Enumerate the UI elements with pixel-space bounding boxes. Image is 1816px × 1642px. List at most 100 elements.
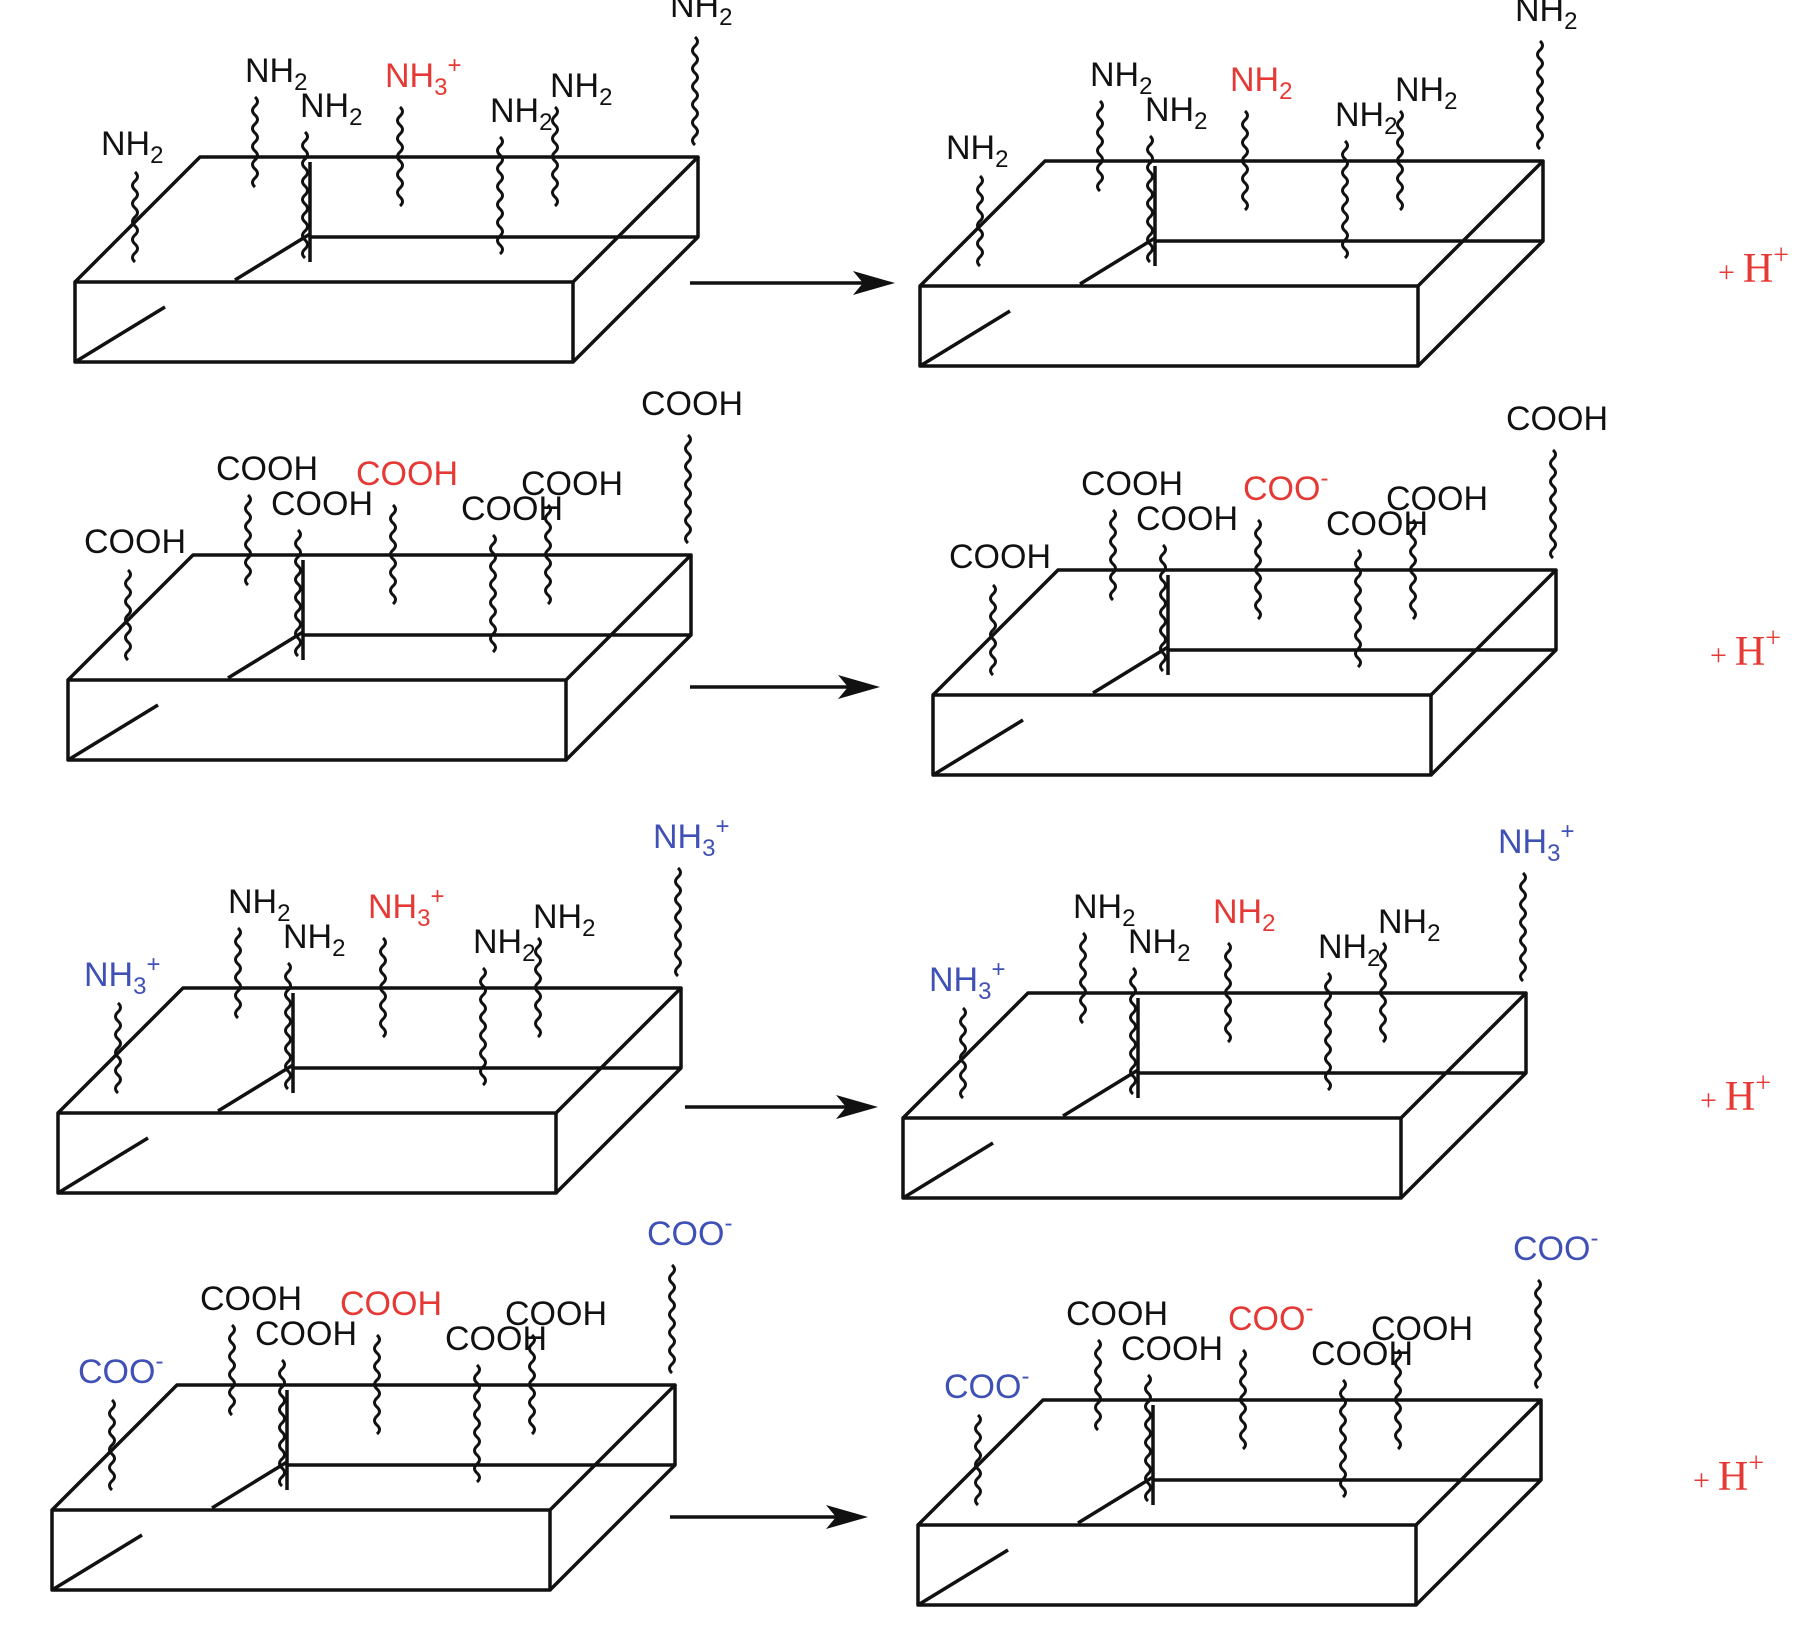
slab-top-face bbox=[56, 986, 683, 1115]
functional-group-label: COO- bbox=[1228, 1295, 1313, 1338]
linker-chain bbox=[1549, 448, 1557, 560]
slab-inner-edges bbox=[217, 993, 295, 1113]
functional-group-label: NH2 bbox=[490, 92, 552, 136]
functional-group-label: NH2 bbox=[1213, 893, 1275, 937]
functional-group-label: NH3+ bbox=[1498, 818, 1574, 867]
functional-group-label: COOH bbox=[505, 1295, 607, 1333]
linker-chain bbox=[1354, 548, 1362, 669]
linker-chain bbox=[668, 1263, 676, 1375]
functional-group-label: COOH bbox=[216, 450, 318, 488]
reaction-arrow bbox=[690, 675, 880, 699]
reaction-arrow bbox=[670, 1505, 868, 1529]
linker-chain bbox=[301, 130, 309, 260]
functional-group-label: COOH bbox=[340, 1285, 442, 1323]
slab-hidden-edges bbox=[917, 1478, 1541, 1607]
reaction-arrow bbox=[685, 1095, 878, 1119]
functional-group-label: COOH bbox=[200, 1280, 302, 1318]
linker-chain bbox=[278, 1358, 286, 1488]
reaction-arrow bbox=[690, 271, 895, 295]
linker-chain bbox=[976, 174, 984, 268]
functional-group-label: NH2 bbox=[1145, 91, 1207, 135]
slab-front-face bbox=[66, 678, 568, 762]
functional-group-label: NH2 bbox=[245, 52, 307, 96]
slab-top-face bbox=[901, 991, 1528, 1120]
linker-chain bbox=[108, 1398, 116, 1492]
functional-group-label: COOH bbox=[1121, 1330, 1223, 1368]
slab-front-face bbox=[931, 693, 1433, 777]
functional-group-label: COOH bbox=[1081, 465, 1183, 503]
functional-group-label: COOH bbox=[1066, 1295, 1168, 1333]
functional-group-label: COOH bbox=[356, 455, 458, 493]
functional-group-label: NH2 bbox=[1318, 928, 1380, 972]
linker-chain bbox=[1239, 1348, 1247, 1451]
functional-group-label: COO- bbox=[1513, 1225, 1598, 1268]
linker-chain bbox=[473, 1363, 481, 1484]
linker-chain bbox=[1534, 1278, 1542, 1390]
functional-group-label: NH2 bbox=[300, 87, 362, 131]
functional-group-label: NH2 bbox=[670, 0, 732, 31]
slab-top-face bbox=[916, 1398, 1543, 1527]
slab-inner-edges bbox=[1077, 1405, 1155, 1525]
linker-chain bbox=[1536, 39, 1544, 151]
linker-chain bbox=[251, 95, 259, 189]
functional-group-label: NH3+ bbox=[84, 951, 160, 1000]
linker-chain bbox=[1254, 518, 1262, 621]
linker-chain bbox=[989, 583, 997, 677]
slab-top-face bbox=[66, 553, 693, 682]
functional-group-label: COOH bbox=[521, 465, 623, 503]
functional-group-label: COOH bbox=[641, 385, 743, 423]
functional-group-label: COO- bbox=[1243, 465, 1328, 508]
linker-chain bbox=[674, 866, 682, 978]
slab-top-face bbox=[931, 568, 1558, 697]
functional-group-label: NH3+ bbox=[385, 52, 461, 101]
slab-hidden-edges bbox=[74, 235, 698, 364]
linker-chain bbox=[1379, 941, 1387, 1044]
linker-chain bbox=[234, 926, 242, 1020]
slab-hidden-edges bbox=[932, 648, 1556, 777]
functional-group-label: COOH bbox=[1506, 400, 1608, 438]
slab-top-face bbox=[50, 1383, 677, 1512]
linker-chain bbox=[959, 1006, 967, 1100]
linker-chain bbox=[974, 1413, 982, 1507]
linker-chain bbox=[528, 1333, 536, 1436]
linker-chain bbox=[1396, 109, 1404, 212]
linker-chain bbox=[1519, 871, 1527, 983]
functional-group-label: NH2 bbox=[228, 883, 290, 927]
linker-chain bbox=[1144, 1373, 1152, 1503]
slab-front-face bbox=[901, 1116, 1403, 1200]
slab-right-face bbox=[1414, 1400, 1543, 1607]
slab-front-face bbox=[918, 284, 1420, 368]
linker-chain bbox=[1146, 134, 1154, 264]
functional-group-label: NH2 bbox=[1335, 96, 1397, 140]
slab-right-face bbox=[571, 157, 700, 364]
functional-group-label: COOH bbox=[255, 1315, 357, 1353]
functional-group-label: COOH bbox=[1371, 1310, 1473, 1348]
functional-group-label: COO- bbox=[78, 1348, 163, 1391]
released-proton-label: + H+ bbox=[1700, 1068, 1771, 1120]
linker-chain bbox=[479, 966, 487, 1087]
linker-chain bbox=[1159, 543, 1167, 673]
functional-group-label: NH3+ bbox=[368, 883, 444, 932]
slab-right-face bbox=[554, 988, 683, 1195]
functional-group-label: NH2 bbox=[1128, 923, 1190, 967]
functional-group-label: NH2 bbox=[1090, 56, 1152, 100]
functional-group-label: NH2 bbox=[283, 918, 345, 962]
functional-group-label: COO- bbox=[647, 1210, 732, 1253]
linker-chain bbox=[1241, 109, 1249, 212]
functional-group-label: COOH bbox=[84, 523, 186, 561]
linker-chain bbox=[1109, 508, 1117, 602]
functional-group-label: NH3+ bbox=[929, 956, 1005, 1005]
linker-chain bbox=[294, 528, 302, 658]
linker-chain bbox=[284, 961, 292, 1091]
functional-group-label: NH2 bbox=[550, 67, 612, 111]
functional-group-label: COOH bbox=[1136, 500, 1238, 538]
functional-group-label: NH2 bbox=[1073, 888, 1135, 932]
linker-chain bbox=[1079, 931, 1087, 1025]
linker-chain bbox=[496, 135, 504, 256]
slab-inner-edges bbox=[234, 162, 312, 282]
